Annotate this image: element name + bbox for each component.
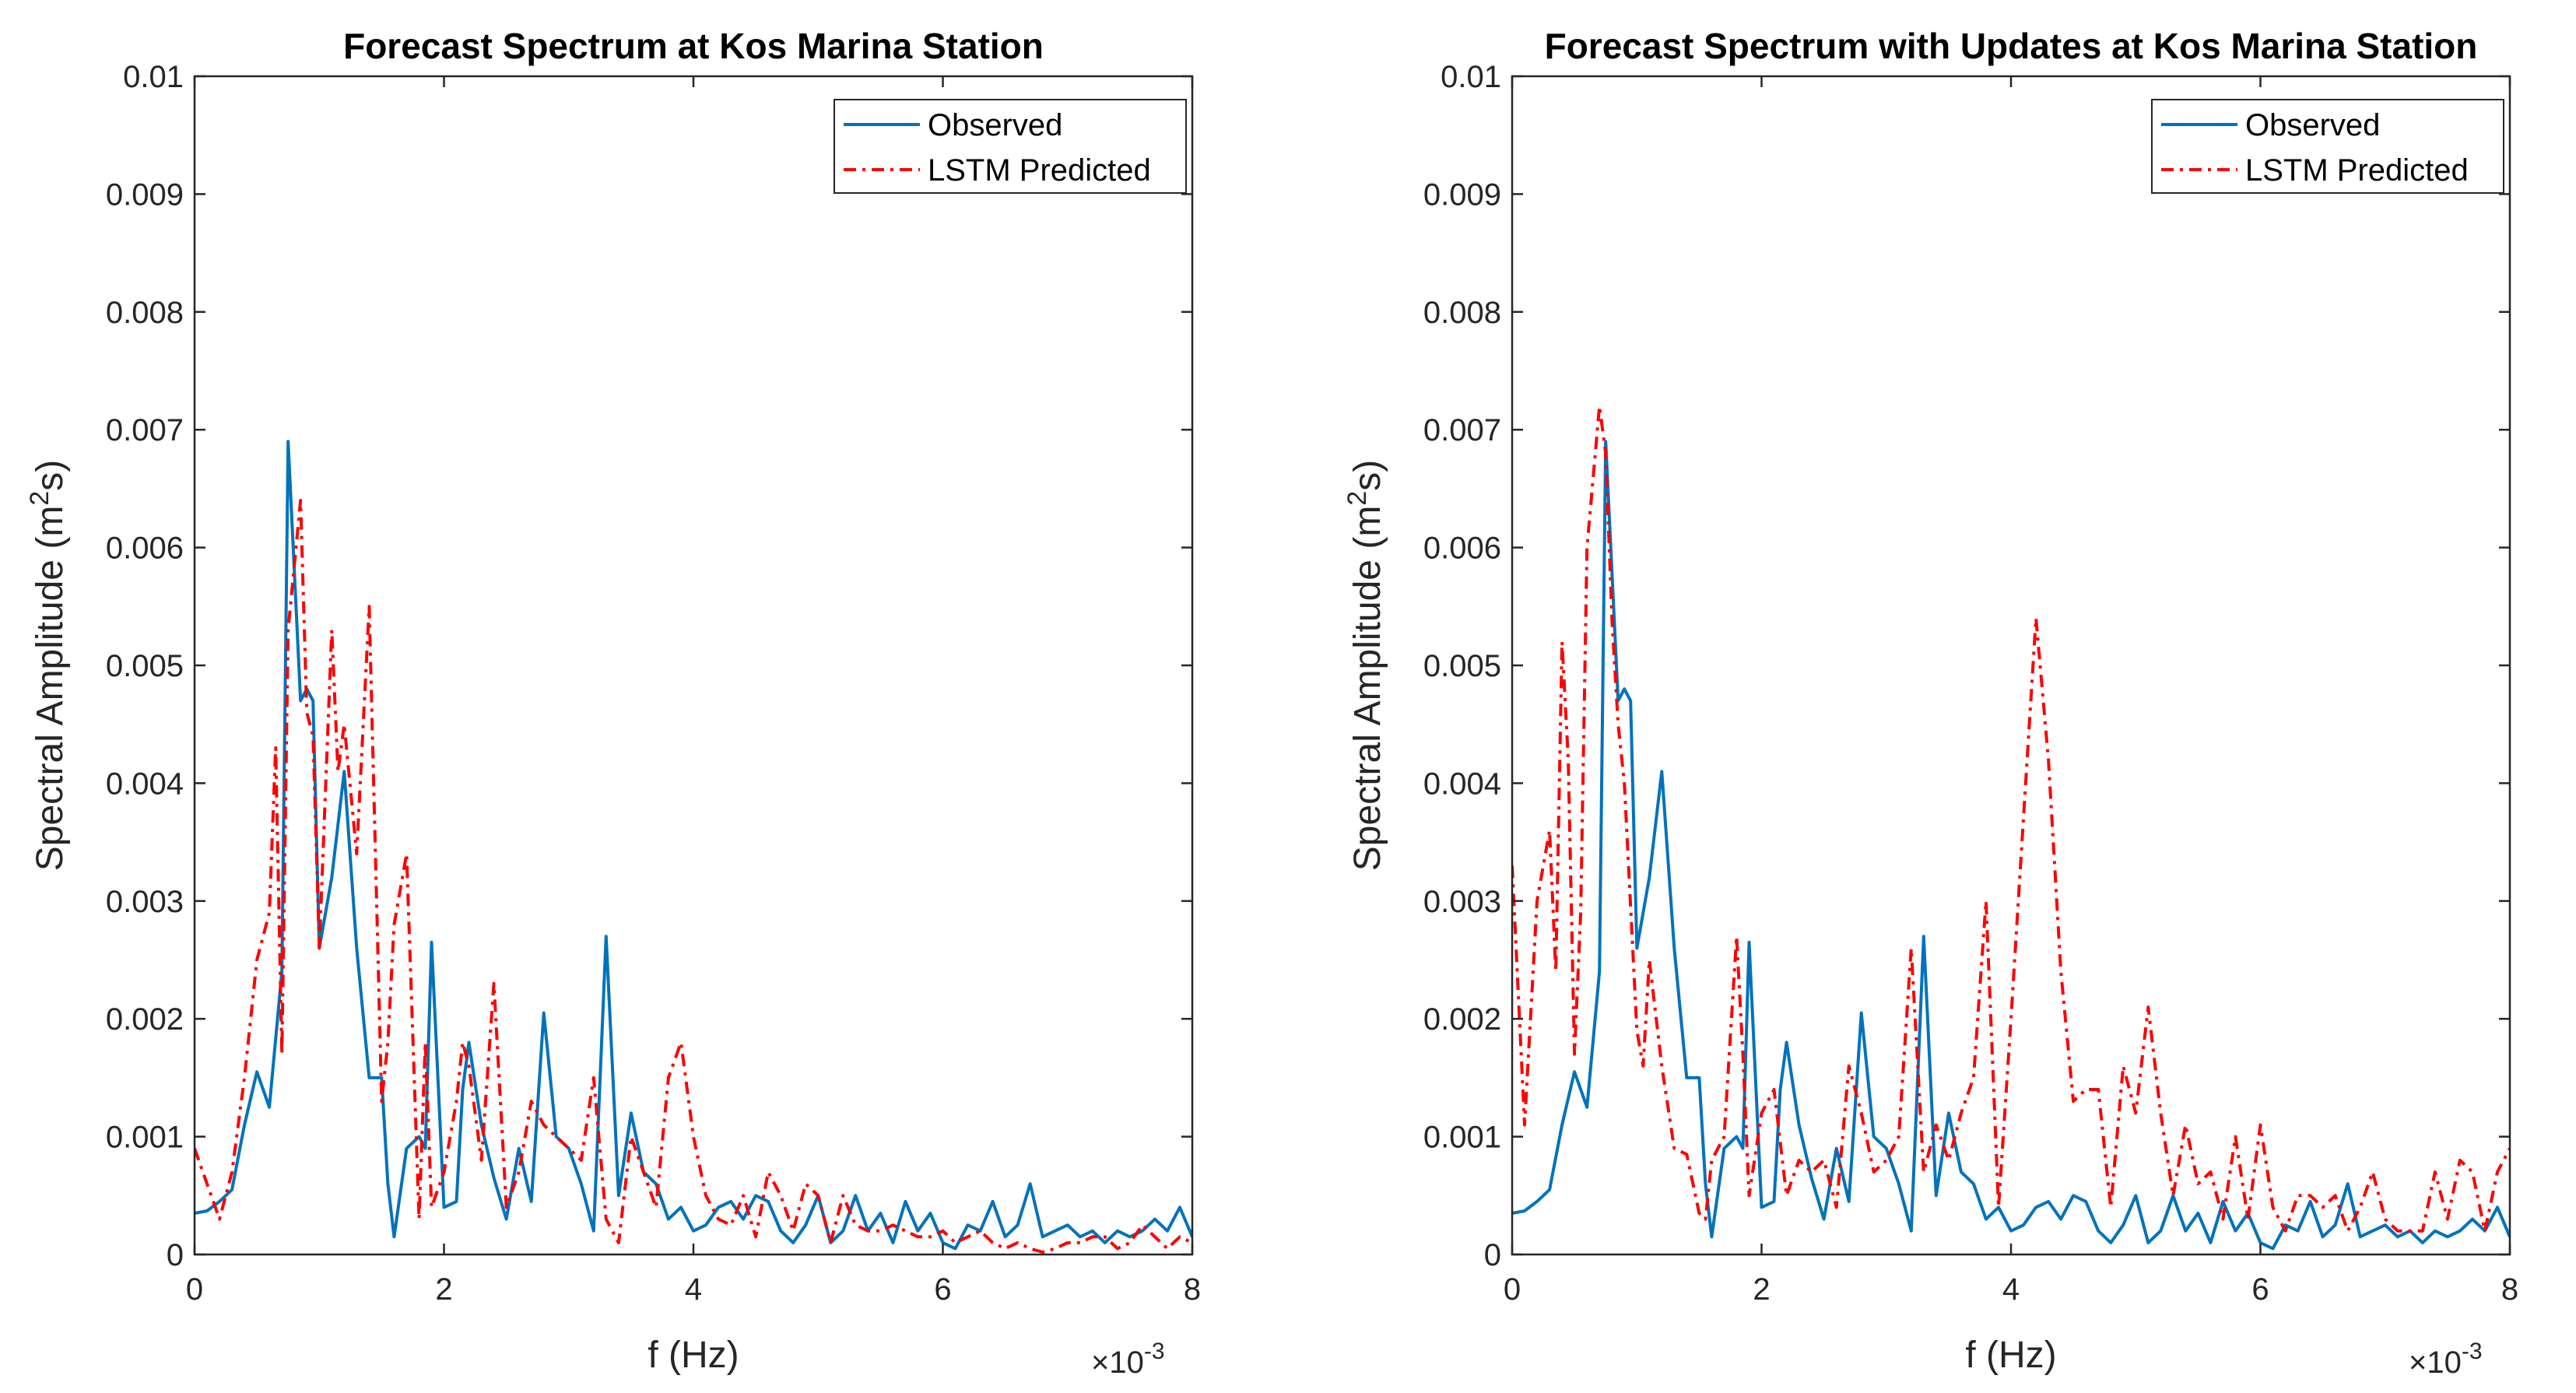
y-tick-label: 0.006: [106, 532, 184, 566]
x-axis-multiplier-exponent: -3: [2462, 1339, 2483, 1364]
y-tick-label: 0.007: [1423, 413, 1501, 447]
y-tick-label: 0.008: [106, 296, 184, 330]
y-tick-label: 0.005: [1423, 649, 1501, 683]
series-line-lstm-predicted: [195, 499, 1192, 1254]
y-tick-label: 0.01: [1441, 60, 1501, 94]
y-tick-label: 0.007: [106, 413, 184, 447]
series-line-lstm-predicted: [1512, 404, 2510, 1233]
y-tick-label: 0.002: [106, 1002, 184, 1037]
y-tick-label: 0.004: [106, 767, 184, 801]
y-tick-label: 0.001: [106, 1121, 184, 1155]
legend-label: LSTM Predicted: [928, 153, 1151, 188]
legend: Observed LSTM Predicted: [2151, 99, 2504, 194]
x-tick-label: 4: [2002, 1272, 2020, 1307]
series-line-observed: [1512, 440, 2510, 1251]
y-axis-label-main: Spectral Amplitude (m: [30, 506, 71, 872]
legend-label: Observed: [2245, 108, 2380, 142]
right-chart-panel: 0 2 4 6 8 0 0.001 0.002 0.003 0.004 0.005 0.006 0.00…: [1342, 26, 2518, 1380]
x-axis-multiplier: ×10-3: [1091, 1339, 1165, 1380]
y-tick-label: 0.01: [123, 60, 184, 94]
y-tick-label: 0.003: [1423, 885, 1501, 919]
x-tick-label: 0: [186, 1272, 203, 1307]
y-tick-label: 0.004: [1423, 767, 1501, 801]
series-group: [1512, 404, 2510, 1251]
x-axis-multiplier-base: ×10: [1091, 1346, 1144, 1380]
y-tick-label: 0.003: [106, 885, 184, 919]
legend-label: LSTM Predicted: [2245, 153, 2469, 188]
x-tick-label: 2: [1753, 1272, 1770, 1307]
series-group: [195, 440, 1192, 1254]
y-axis-label: Spectral Amplitude (m2s): [25, 460, 71, 871]
legend-box: [2151, 99, 2504, 194]
x-axis-label: f (Hz): [1965, 1335, 2056, 1376]
left-chart-panel: 0 2 4 6 8 0 0.001 0.002 0.003 0.004 0.005 0.006 0.00…: [25, 26, 1201, 1380]
series-line-observed: [195, 440, 1192, 1251]
y-tick-label: 0.009: [106, 177, 184, 212]
y-tick-label: 0.002: [1423, 1002, 1501, 1037]
x-axis-multiplier: ×10-3: [2409, 1339, 2483, 1380]
x-axis-multiplier-exponent: -3: [1144, 1339, 1165, 1364]
x-tick-label: 8: [1184, 1272, 1201, 1307]
y-axis-label-main: Spectral Amplitude (m: [1347, 506, 1388, 872]
x-axis-label: f (Hz): [648, 1335, 739, 1376]
y-axis-label-superscript: 2: [25, 491, 54, 506]
chart-title: Forecast Spectrum at Kos Marina Station: [343, 26, 1044, 66]
x-tick-label: 2: [435, 1272, 452, 1307]
y-axis-label: Spectral Amplitude (m2s): [1342, 460, 1388, 871]
x-tick-label: 0: [1504, 1272, 1521, 1307]
y-tick-label: 0.005: [106, 649, 184, 683]
legend-box: [834, 99, 1187, 194]
y-tick-label: 0: [1484, 1238, 1501, 1272]
plot-area: [1512, 76, 2510, 1254]
chart-title: Forecast Spectrum with Updates at Kos Ma…: [1545, 26, 2478, 66]
y-axis-label-tail: s): [1347, 460, 1388, 491]
x-tick-label: 4: [685, 1272, 702, 1307]
plot-area: [195, 76, 1192, 1254]
x-tick-label: 6: [2251, 1272, 2269, 1307]
legend: Observed LSTM Predicted: [834, 99, 1187, 194]
y-tick-label: 0.001: [1423, 1121, 1501, 1155]
x-tick-label: 6: [934, 1272, 951, 1307]
y-tick-label: 0: [167, 1238, 184, 1272]
y-tick-label: 0.006: [1423, 532, 1501, 566]
x-tick-label: 8: [2501, 1272, 2518, 1307]
legend-label: Observed: [928, 108, 1062, 142]
y-tick-label: 0.009: [1423, 177, 1501, 212]
y-tick-label: 0.008: [1423, 296, 1501, 330]
y-axis-label-superscript: 2: [1342, 491, 1372, 506]
x-axis-multiplier-base: ×10: [2409, 1346, 2462, 1380]
y-axis-label-tail: s): [30, 460, 71, 491]
